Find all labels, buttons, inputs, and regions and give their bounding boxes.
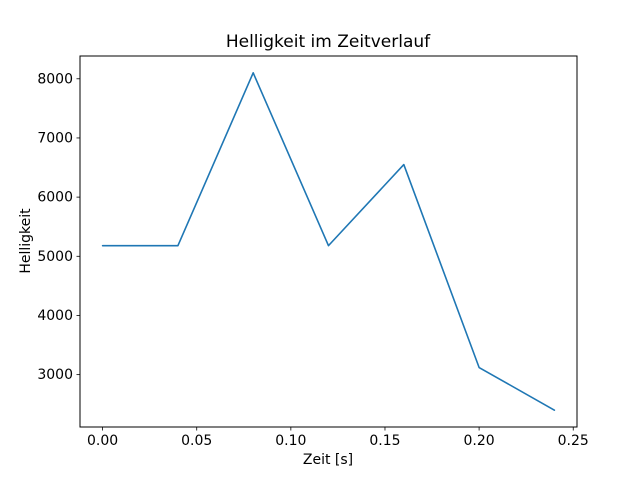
y-tick-label: 7000: [37, 130, 73, 146]
axes-frame: [79, 55, 578, 428]
chart-title: Helligkeit im Zeitverlauf: [226, 32, 431, 52]
x-tick-label: 0.10: [275, 433, 306, 449]
x-tick-label: 0.00: [87, 433, 118, 449]
x-tick-label: 0.25: [558, 433, 589, 449]
data-line: [101, 72, 556, 411]
y-tick-label: 5000: [37, 249, 73, 265]
x-tick-label: 0.05: [181, 433, 212, 449]
y-tick-label: 8000: [37, 71, 73, 87]
x-tick-label: 0.20: [464, 433, 495, 449]
plot-area: 0.00 0.05 0.10 0.15 0.20 0.25 3000 4000 5000 6000…: [37, 55, 589, 449]
x-axis-label: Zeit [s]: [303, 452, 353, 468]
y-tick-label: 6000: [37, 190, 73, 206]
y-tick-label: 4000: [37, 308, 73, 324]
y-tick-label: 3000: [37, 367, 73, 383]
y-axis-label: Helligkeit: [18, 208, 34, 274]
x-tick-label: 0.15: [369, 433, 400, 449]
